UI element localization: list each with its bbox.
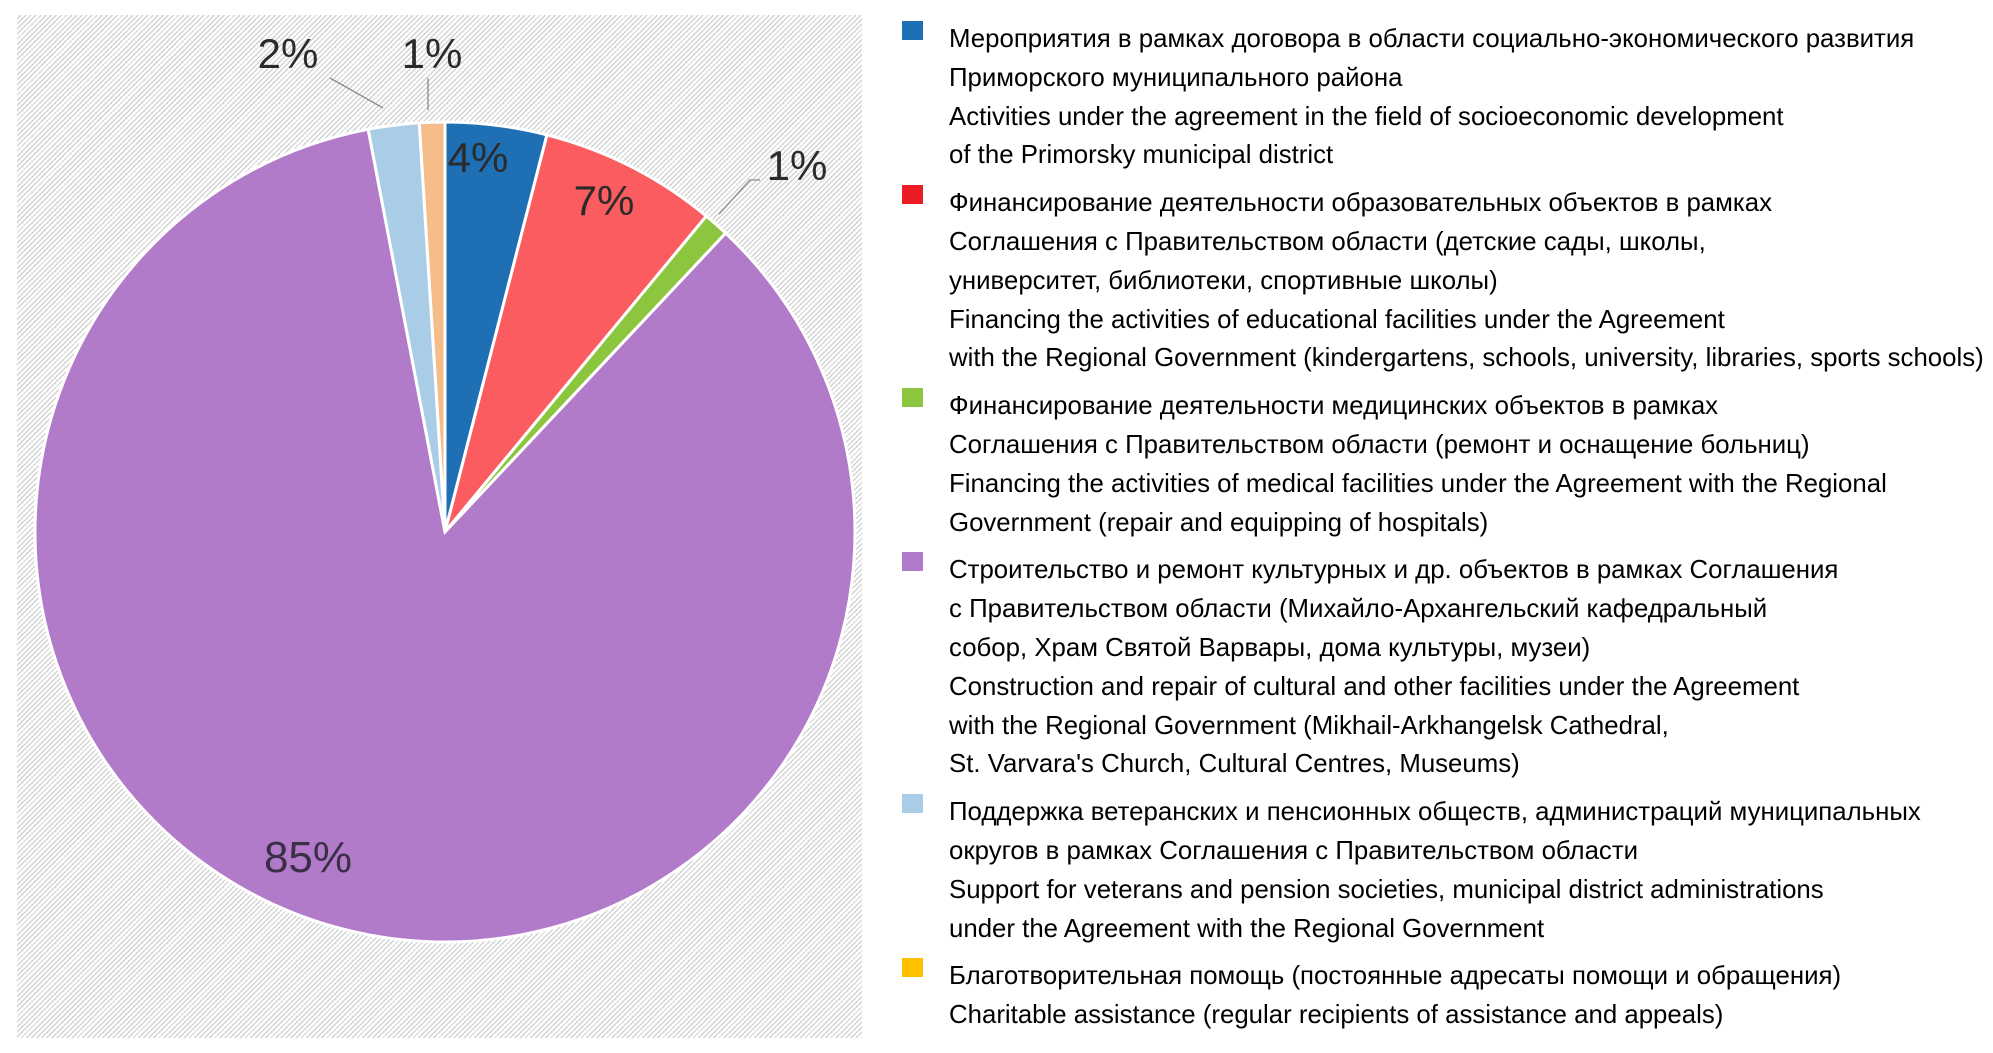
svg-text:1%: 1%	[767, 142, 828, 189]
svg-text:4%: 4%	[448, 134, 509, 181]
svg-text:85%: 85%	[264, 833, 352, 882]
svg-text:1%: 1%	[402, 30, 463, 77]
svg-text:7%: 7%	[574, 177, 635, 224]
svg-text:2%: 2%	[258, 30, 319, 77]
